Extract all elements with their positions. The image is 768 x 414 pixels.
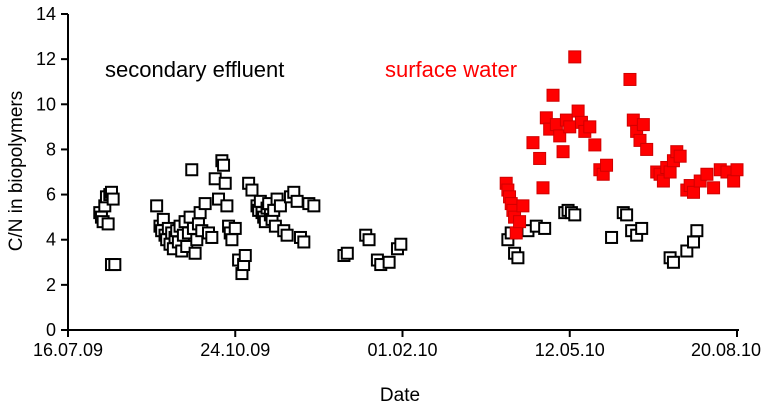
- data-point-secondary-effluent: [212, 192, 226, 206]
- data-points: [93, 50, 744, 281]
- y-tick-label: 14: [36, 4, 56, 24]
- data-point-secondary-effluent: [150, 199, 164, 213]
- data-point-secondary-effluent: [620, 208, 634, 222]
- y-axis-label: C/N in biopolymers: [6, 90, 27, 252]
- y-tick-label: 8: [46, 139, 56, 159]
- x-axis-label: Date: [379, 385, 421, 406]
- data-point-surface-water: [727, 174, 741, 188]
- data-point-secondary-effluent: [680, 244, 694, 258]
- annotation-surface-water: surface water: [385, 57, 518, 82]
- y-tick-label: 6: [46, 185, 56, 205]
- data-point-secondary-effluent: [307, 199, 321, 213]
- data-point-surface-water: [600, 158, 614, 172]
- data-point-secondary-effluent: [218, 176, 232, 190]
- tick-marks: [61, 13, 738, 337]
- data-point-surface-water: [673, 149, 687, 163]
- x-tick-label: 01.02.10: [367, 340, 437, 360]
- data-point-surface-water: [553, 129, 567, 143]
- data-point-surface-water: [516, 199, 530, 213]
- data-point-surface-water: [636, 118, 650, 132]
- data-point-secondary-effluent: [280, 228, 294, 242]
- data-point-surface-water: [588, 138, 602, 152]
- data-point-secondary-effluent: [228, 221, 242, 235]
- data-point-secondary-effluent: [180, 239, 194, 253]
- data-point-secondary-effluent: [382, 255, 396, 269]
- data-point-surface-water: [568, 50, 582, 64]
- data-point-secondary-effluent: [394, 237, 408, 251]
- data-point-secondary-effluent: [198, 197, 212, 211]
- data-point-surface-water: [533, 151, 547, 165]
- annotation-secondary-effluent: secondary effluent: [105, 57, 285, 82]
- data-point-secondary-effluent: [666, 255, 680, 269]
- data-point-surface-water: [509, 226, 523, 240]
- data-point-secondary-effluent: [511, 251, 525, 265]
- data-point-secondary-effluent: [690, 224, 704, 238]
- data-point-secondary-effluent: [106, 192, 120, 206]
- data-point-surface-water: [513, 215, 527, 229]
- data-point-secondary-effluent: [340, 246, 354, 260]
- data-point-secondary-effluent: [273, 199, 287, 213]
- tick-labels: 0 2 4 6 8 10 12 14 16.07.09 24.10.09 01.02.10 12.05…: [33, 4, 761, 360]
- data-point-surface-water: [526, 136, 540, 150]
- data-point-secondary-effluent: [238, 249, 252, 263]
- data-point-surface-water: [583, 120, 597, 134]
- x-tick-label: 24.10.09: [200, 340, 270, 360]
- data-point-secondary-effluent: [362, 233, 376, 247]
- data-point-secondary-effluent: [635, 221, 649, 235]
- data-point-surface-water: [556, 145, 570, 159]
- data-point-surface-water: [700, 167, 714, 181]
- data-point-surface-water: [563, 120, 577, 134]
- data-point-secondary-effluent: [108, 258, 122, 272]
- data-point-secondary-effluent: [225, 233, 239, 247]
- data-point-secondary-effluent: [245, 183, 259, 197]
- data-point-secondary-effluent: [205, 230, 219, 244]
- data-point-secondary-effluent: [185, 163, 199, 177]
- data-point-secondary-effluent: [687, 235, 701, 249]
- data-point-surface-water: [663, 165, 677, 179]
- x-tick-label: 16.07.09: [33, 340, 103, 360]
- data-point-surface-water: [687, 185, 701, 199]
- data-point-surface-water: [536, 181, 550, 195]
- data-point-secondary-effluent: [188, 246, 202, 260]
- data-point-secondary-effluent: [605, 230, 619, 244]
- data-point-secondary-effluent: [290, 194, 304, 208]
- y-tick-label: 10: [36, 94, 56, 114]
- data-point-secondary-effluent: [297, 235, 311, 249]
- data-point-surface-water: [707, 181, 721, 195]
- data-point-secondary-effluent: [101, 217, 115, 231]
- y-tick-label: 0: [46, 320, 56, 340]
- y-tick-label: 4: [46, 230, 56, 250]
- data-point-surface-water: [730, 163, 744, 177]
- data-point-secondary-effluent: [538, 221, 552, 235]
- x-tick-label: 12.05.10: [535, 340, 605, 360]
- x-tick-label: 20.08.10: [691, 340, 761, 360]
- y-tick-label: 2: [46, 275, 56, 295]
- data-point-surface-water: [640, 142, 654, 156]
- data-point-surface-water: [623, 72, 637, 86]
- data-point-secondary-effluent: [220, 199, 234, 213]
- data-point-secondary-effluent: [217, 158, 231, 172]
- y-tick-label: 12: [36, 49, 56, 69]
- data-point-secondary-effluent: [568, 208, 582, 222]
- data-point-surface-water: [546, 88, 560, 102]
- data-point-surface-water: [571, 104, 585, 118]
